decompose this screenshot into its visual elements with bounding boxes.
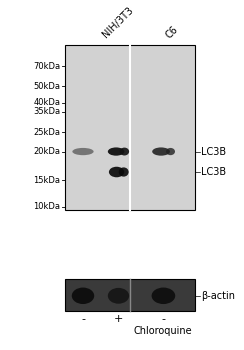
Text: 20kDa: 20kDa (33, 147, 61, 156)
Bar (65, 279, 195, 311)
Text: LC3B: LC3B (201, 167, 226, 177)
Ellipse shape (72, 288, 94, 304)
Text: -: - (81, 314, 85, 324)
Text: Chloroquine: Chloroquine (134, 327, 193, 336)
Bar (65, 45, 195, 210)
Text: LC3B: LC3B (201, 147, 226, 156)
Text: 35kDa: 35kDa (33, 107, 61, 116)
Ellipse shape (108, 288, 129, 304)
Ellipse shape (152, 147, 170, 156)
Text: 10kDa: 10kDa (33, 202, 61, 211)
Text: -: - (162, 314, 165, 324)
Ellipse shape (166, 148, 175, 155)
Ellipse shape (109, 167, 124, 177)
Text: +: + (114, 314, 123, 324)
Text: 70kDa: 70kDa (33, 62, 61, 71)
Text: β-actin: β-actin (201, 291, 235, 301)
Ellipse shape (108, 147, 124, 156)
Ellipse shape (152, 288, 175, 304)
Text: NIH/3T3: NIH/3T3 (101, 5, 135, 40)
Ellipse shape (72, 148, 94, 155)
Text: 50kDa: 50kDa (33, 82, 61, 91)
Ellipse shape (119, 167, 129, 177)
Ellipse shape (120, 148, 129, 155)
Text: 15kDa: 15kDa (33, 176, 61, 185)
Text: 40kDa: 40kDa (33, 98, 61, 107)
Text: C6: C6 (163, 24, 180, 40)
Text: 25kDa: 25kDa (33, 128, 61, 137)
